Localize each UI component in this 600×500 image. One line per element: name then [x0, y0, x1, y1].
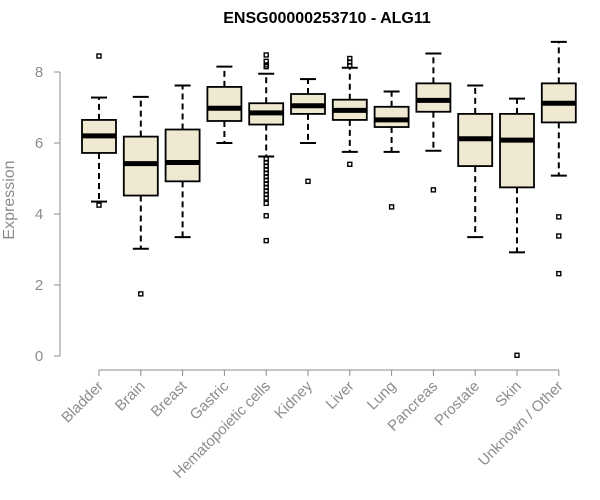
outlier-point	[96, 53, 102, 59]
outlier-point	[263, 200, 269, 207]
iqr-box	[206, 86, 243, 122]
outlier-point	[263, 63, 269, 70]
outlier-point	[347, 161, 353, 168]
y-tick-label: 2	[35, 277, 43, 294]
box-lung	[373, 90, 410, 210]
x-tick-label: Liver	[323, 378, 358, 413]
box-prostate	[457, 84, 494, 239]
outlier-point	[305, 178, 311, 185]
x-tick-label: Skin	[492, 378, 525, 411]
iqr-box	[415, 82, 452, 113]
box-gastric	[206, 65, 243, 144]
box-hematopoietic-cells	[248, 52, 285, 244]
outlier-point	[263, 52, 269, 58]
outlier-point	[556, 233, 562, 239]
outlier-point	[388, 204, 395, 210]
box-breast	[164, 84, 201, 239]
y-axis: 0 2 4 6 8	[35, 64, 61, 365]
x-tick-label: Kidney	[271, 377, 316, 422]
outlier-point	[263, 213, 269, 219]
outlier-point	[263, 237, 269, 244]
outlier-point	[556, 270, 562, 277]
outlier-point	[138, 291, 144, 297]
box-bladder	[81, 53, 117, 208]
outlier-point	[430, 187, 437, 193]
box-pancreas	[415, 52, 452, 193]
boxes-group	[81, 40, 577, 358]
x-tick-label: Breast	[148, 377, 191, 420]
y-tick-label: 4	[35, 206, 43, 223]
outlier-point	[556, 214, 562, 220]
box-kidney	[290, 78, 326, 185]
iqr-box	[373, 105, 410, 128]
x-tick-label: Prostate	[431, 378, 483, 430]
outlier-point	[347, 62, 353, 69]
y-tick-label: 6	[35, 135, 43, 152]
outlier-point	[96, 202, 102, 208]
iqr-box	[164, 128, 201, 183]
box-liver	[331, 55, 368, 168]
chart-title: ENSG00000253710 - ALG11	[223, 10, 431, 27]
x-tick-label: Bladder	[58, 378, 107, 427]
box-skin	[499, 97, 535, 358]
y-tick-label: 0	[35, 348, 43, 365]
x-tick-label: Brain	[112, 378, 149, 415]
outlier-point	[263, 195, 269, 201]
y-tick-label: 8	[35, 64, 43, 81]
box-brain	[122, 95, 159, 297]
outlier-point	[514, 352, 520, 358]
y-axis-label: Expression	[1, 160, 18, 239]
x-tick-label: Lung	[364, 378, 400, 414]
iqr-box	[499, 112, 535, 189]
box-unknown-other	[540, 40, 577, 277]
